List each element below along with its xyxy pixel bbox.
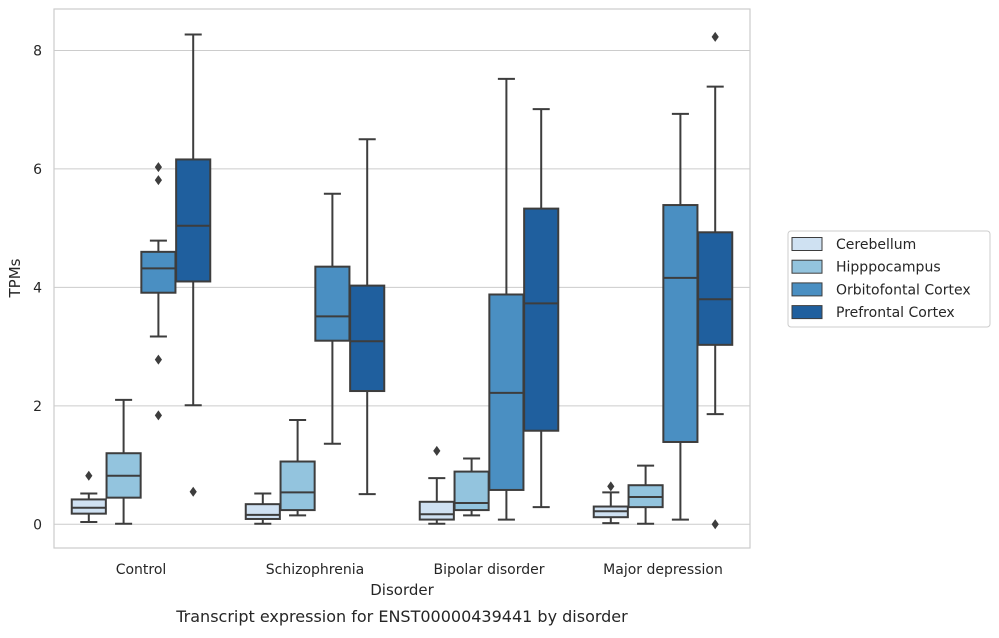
outlier-point (607, 481, 615, 492)
box (697, 231, 734, 346)
boxes (70, 31, 734, 530)
outlier-point (85, 470, 93, 481)
outlier-point (154, 354, 162, 365)
box (140, 250, 177, 294)
box (418, 500, 455, 521)
series-group (105, 398, 664, 525)
box (349, 284, 386, 393)
x-ticks: Control Schizophrenia Bipolar disorder Majo… (116, 562, 723, 578)
box (523, 207, 560, 432)
legend-label: Prefrontal Cortex (836, 305, 955, 321)
legend: Cerebellum Hipppocampus Orbitofontal Corte… (787, 230, 991, 328)
y-tick-label: 6 (33, 162, 42, 178)
y-tick-label: 2 (33, 399, 42, 415)
y-tick-label: 0 (33, 517, 42, 533)
outlier-point (711, 31, 719, 42)
box (244, 503, 281, 520)
series-group (175, 31, 734, 530)
outlier-point (154, 162, 162, 173)
legend-label: Hipppocampus (836, 260, 941, 276)
box (70, 498, 107, 515)
outlier-point (154, 410, 162, 421)
box (662, 204, 699, 443)
series-group (70, 445, 629, 525)
box (314, 265, 351, 342)
legend-swatch (791, 305, 823, 320)
y-axis-title: TPMs (6, 258, 24, 298)
x-tick-label: Control (116, 562, 167, 578)
legend-frame (787, 230, 991, 328)
y-ticks: 0 2 4 6 8 (33, 43, 42, 533)
y-tick-label: 8 (33, 43, 42, 59)
legend-label: Cerebellum (836, 237, 916, 253)
legend-items: Cerebellum Hipppocampus Orbitofontal Corte… (791, 237, 971, 321)
box (279, 460, 316, 512)
legend-label: Orbitofontal Cortex (836, 282, 971, 298)
outlier-point (433, 445, 441, 456)
figure-caption: Transcript expression for ENST0000043944… (175, 607, 628, 626)
outlier-point (711, 519, 719, 530)
x-tick-label: Bipolar disorder (433, 562, 544, 578)
legend-swatch (791, 259, 823, 274)
outlier-point (189, 486, 197, 497)
legend-swatch (791, 282, 823, 297)
box (175, 158, 212, 283)
x-tick-label: Schizophrenia (266, 562, 364, 578)
x-axis-title: Disorder (370, 581, 434, 599)
box (453, 470, 490, 512)
outlier-point (154, 175, 162, 186)
x-tick-label: Major depression (603, 562, 723, 578)
legend-swatch (791, 237, 823, 251)
y-tick-label: 4 (33, 280, 42, 296)
